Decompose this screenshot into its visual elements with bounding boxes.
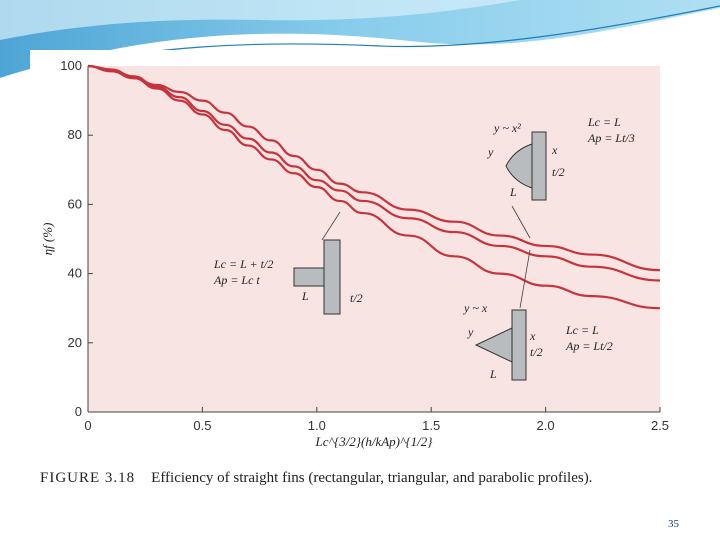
leader-line-par	[511, 205, 531, 239]
tri-t-label: t/2	[530, 345, 543, 359]
page-number: 35	[668, 518, 679, 530]
caption-label: FIGURE 3.18	[40, 470, 136, 486]
rect-fin-wall	[323, 239, 341, 315]
x-tick-label: 2.5	[651, 418, 669, 433]
x-tick-label: 2.0	[537, 418, 555, 433]
tri-x-label: x	[529, 329, 536, 343]
par-fin-wall	[531, 131, 547, 201]
y-tick-label: 40	[68, 266, 82, 281]
par-lc-label: Lc = L	[587, 115, 621, 129]
par-t-label: t/2	[552, 165, 565, 179]
rect-fin-body	[293, 267, 325, 287]
caption-text: Efficiency of straight fins (rectangular…	[151, 470, 593, 486]
tri-y-label: y	[467, 325, 474, 339]
par-fin-body	[505, 143, 533, 189]
par-ap-label: Ap = Lt/3	[587, 131, 635, 145]
leader-line-rect	[321, 211, 341, 241]
x-tick-label: 1.0	[308, 418, 326, 433]
tri-ap-label: Ap = Lt/2	[565, 339, 613, 353]
figure-caption: FIGURE 3.18 Efficiency of straight fins (…	[40, 470, 680, 487]
y-tick-label: 60	[68, 196, 82, 211]
textbook-figure: 0 20 40 60 80 100 0 0.5 1.0 1.5 2.0 2.5 ηf (%) Lc^{3/…	[30, 50, 688, 498]
x-tick-label: 0	[84, 418, 91, 433]
efficiency-curve-1	[87, 64, 661, 282]
leader-line-tri	[519, 249, 531, 309]
par-curve-label: y ~ x²	[493, 121, 521, 135]
tri-lc-label: Lc = L	[565, 323, 599, 337]
x-axis-label: Lc^{3/2}(h/kAp)^{1/2}	[315, 434, 434, 449]
par-L-label: L	[509, 185, 517, 199]
banner-wave-light	[0, 0, 520, 40]
y-tick-label: 100	[60, 58, 82, 73]
tri-fin-body	[474, 327, 513, 363]
tri-curve-label: y ~ x	[463, 301, 488, 315]
plot-area	[88, 66, 660, 412]
tri-fin-wall	[511, 309, 527, 381]
x-tick-label: 1.5	[422, 418, 440, 433]
par-y-label: y	[487, 145, 494, 159]
tri-L-label: L	[489, 367, 497, 381]
fin-efficiency-chart: 0 20 40 60 80 100 0 0.5 1.0 1.5 2.0 2.5 ηf (%) Lc^{3/…	[40, 58, 669, 449]
par-x-label: x	[551, 143, 558, 157]
rect-t-label: t/2	[350, 291, 363, 305]
y-tick-label: 80	[68, 127, 82, 142]
rect-L-label: L	[301, 289, 309, 303]
y-axis-label: ηf (%)	[40, 223, 55, 256]
rect-ap-label: Ap = Lc t	[213, 273, 260, 287]
efficiency-curve-3	[87, 64, 661, 310]
y-tick-label: 0	[75, 404, 82, 419]
rect-lc-label: Lc = L + t/2	[213, 257, 273, 271]
efficiency-curve-2	[87, 64, 661, 272]
y-tick-label: 20	[68, 335, 82, 350]
x-tick-label: 0.5	[193, 418, 211, 433]
